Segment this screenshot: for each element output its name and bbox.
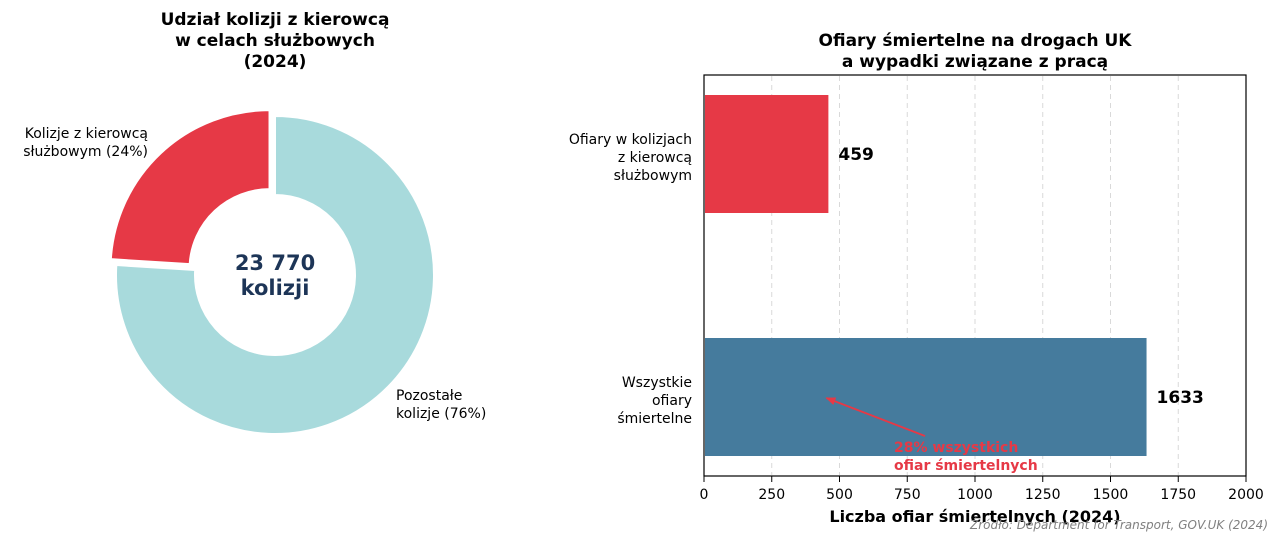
slice-label-other-line-1: Pozostałe <box>396 388 462 404</box>
x-axis-label: Liczba ofiar śmiertelnych (2024) <box>829 507 1120 526</box>
y-label-work-line-3: służbowym <box>614 168 692 184</box>
donut-title-line-2: w celach służbowych <box>175 31 375 51</box>
y-label-work-line-1: Ofiary w kolizjach <box>569 132 692 148</box>
bar-title-line-1: Ofiary śmiertelne na drogach UK <box>819 31 1133 51</box>
bar-all-fatalities <box>705 338 1147 456</box>
x-tick-label: 500 <box>826 487 853 503</box>
y-label-all-line-2: ofiary <box>652 393 692 409</box>
y-label-all-line-1: Wszystkie <box>622 375 692 391</box>
y-label-all-line-3: śmiertelne <box>617 411 692 427</box>
source-note: Źródło: Department for Transport, GOV.UK… <box>969 517 1268 532</box>
slice-label-work-line-2: służbowym (24%) <box>23 144 148 160</box>
bar-chart: Ofiary śmiertelne na drogach UK a wypadk… <box>569 31 1264 526</box>
donut-chart: Udział kolizji z kierowcą w celach służb… <box>23 10 486 435</box>
slice-work-collisions <box>109 109 271 266</box>
x-tick-label: 750 <box>894 487 921 503</box>
donut-title-line-3: (2024) <box>244 52 307 72</box>
annotation-line-1: 28% wszystkich <box>894 440 1018 456</box>
annotation-line-2: ofiar śmiertelnych <box>894 458 1038 474</box>
bar-work-fatalities <box>705 95 829 213</box>
slice-other-collisions <box>114 114 435 435</box>
donut-title-line-1: Udział kolizji z kierowcą <box>161 10 390 30</box>
bar-value-label: 459 <box>838 145 874 165</box>
x-tick-label: 1250 <box>1025 487 1061 503</box>
donut-center-unit: kolizji <box>241 276 310 300</box>
x-tick-label: 1750 <box>1160 487 1196 503</box>
donut-center-value: 23 770 <box>235 251 315 275</box>
y-label-work-line-2: z kierowcą <box>618 150 692 166</box>
x-tick-label: 250 <box>758 487 785 503</box>
annotation-arrow <box>825 397 926 437</box>
bar-value-label: 1633 <box>1157 388 1204 408</box>
slice-label-work-line-1: Kolizje z kierowcą <box>25 126 148 142</box>
x-tick-label: 1500 <box>1093 487 1129 503</box>
x-tick-label: 2000 <box>1228 487 1264 503</box>
x-tick-label: 1000 <box>957 487 993 503</box>
slice-label-other-line-2: kolizje (76%) <box>396 406 486 422</box>
bar-title-line-2: a wypadki związane z pracą <box>842 52 1108 72</box>
x-tick-label: 0 <box>700 487 709 503</box>
